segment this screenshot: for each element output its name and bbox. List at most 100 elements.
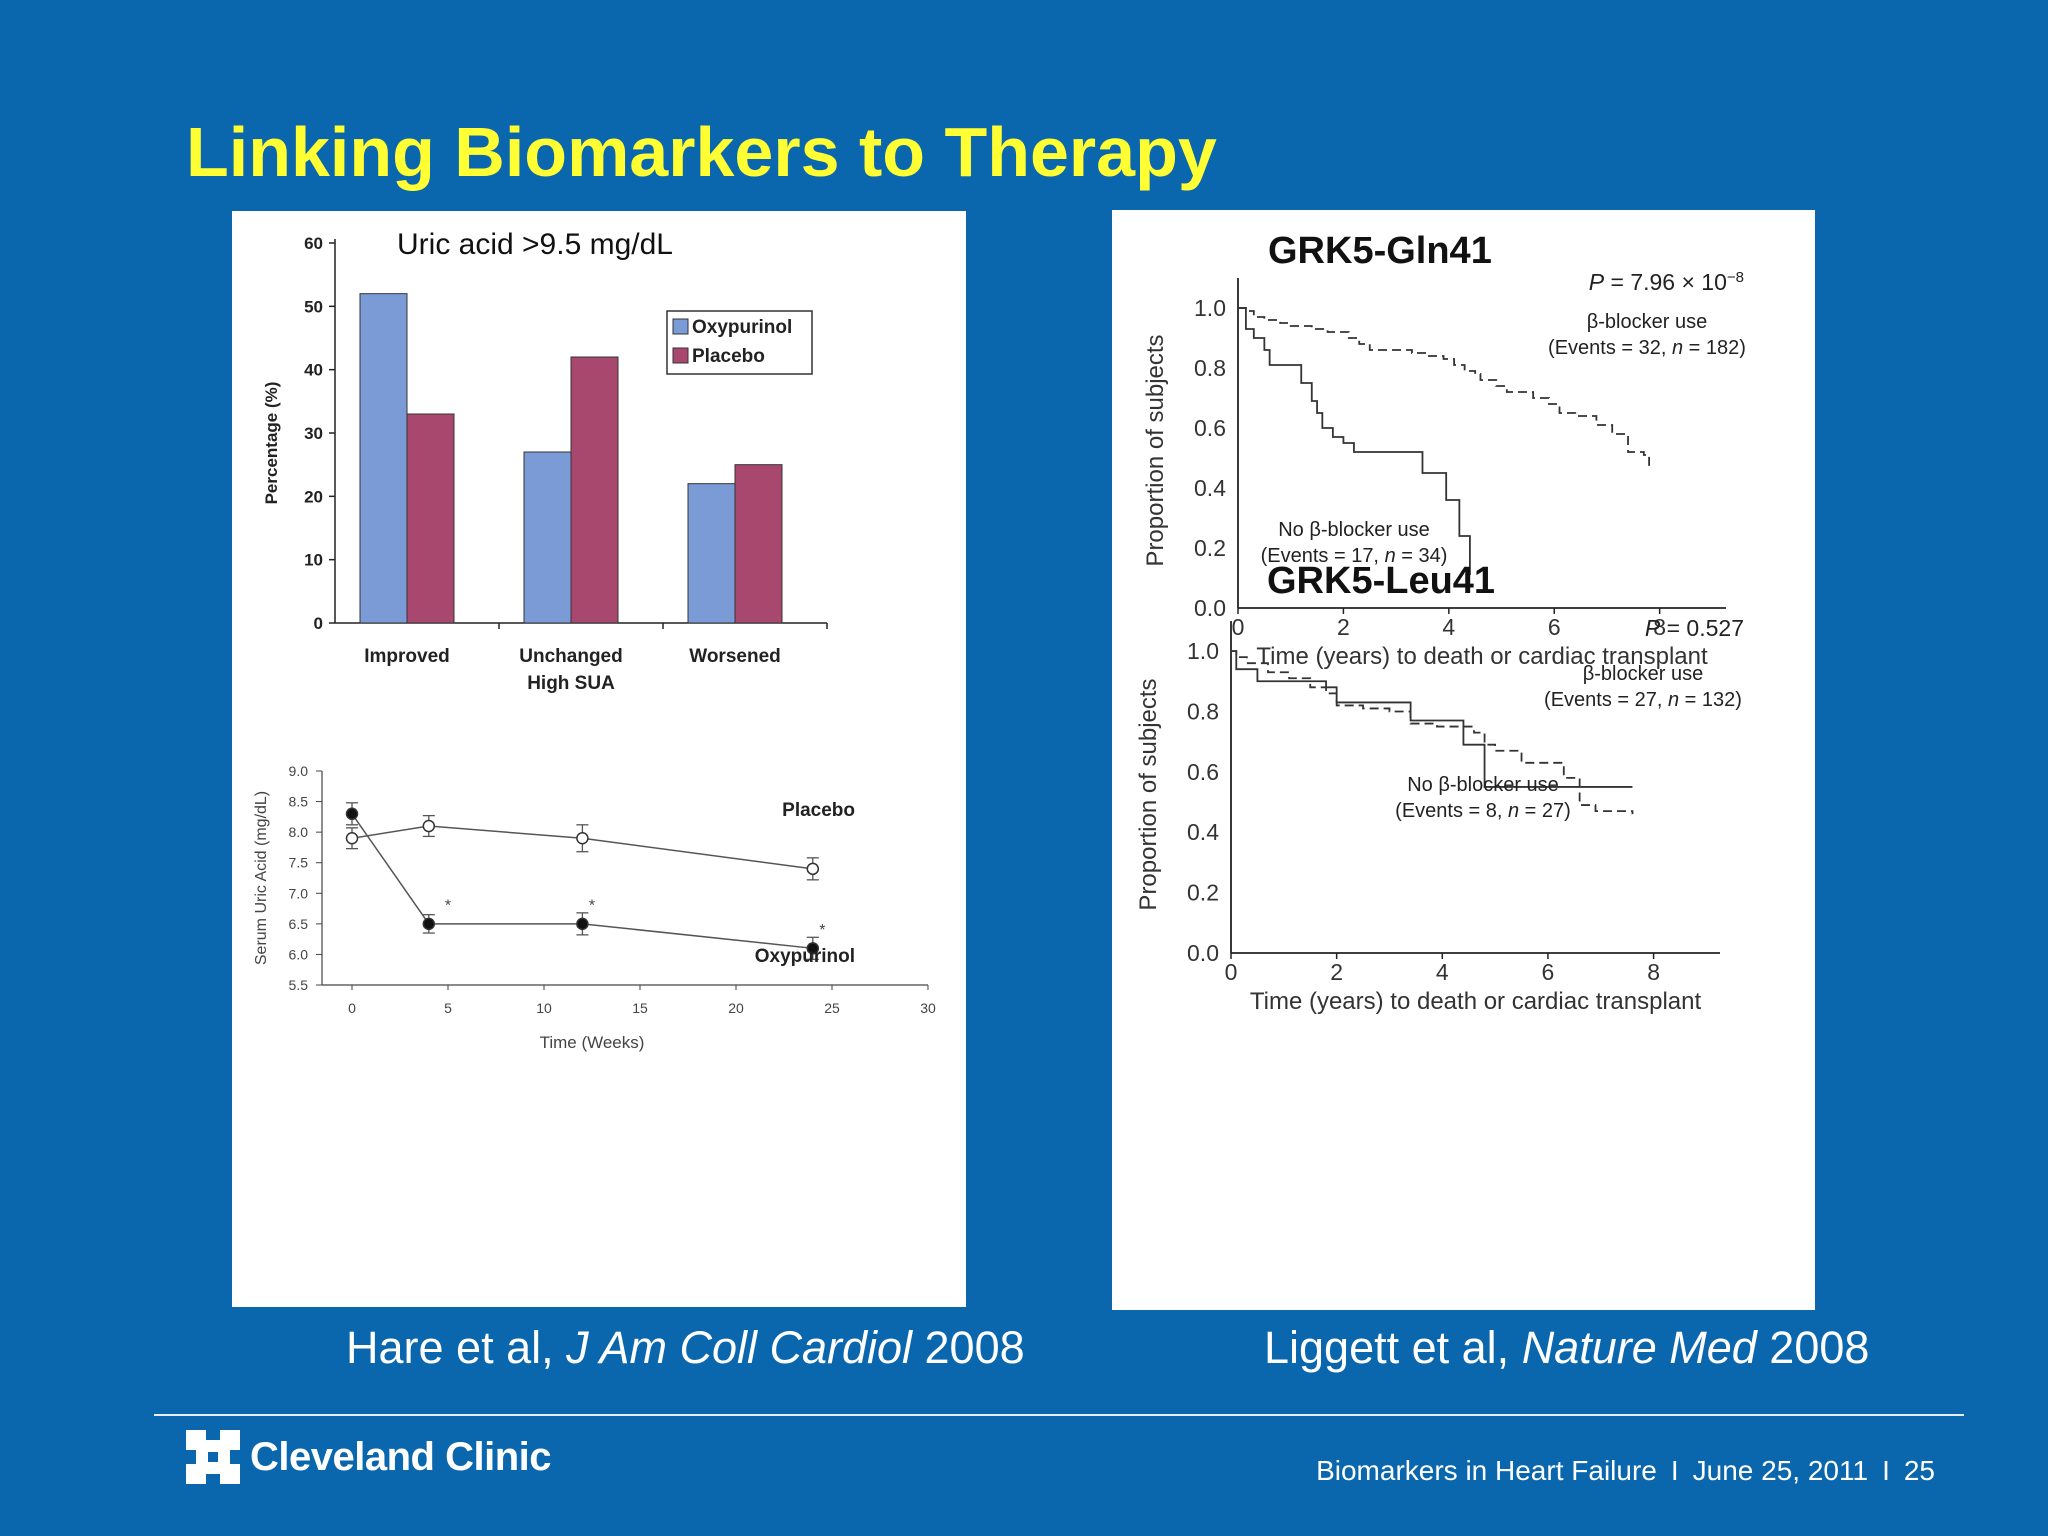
km-leu41-series-label: β-blocker use: [1583, 663, 1703, 685]
cleveland-clinic-cross-icon: [186, 1430, 240, 1484]
km-gln41-y-axis-label: Proportion of subjects: [1142, 334, 1169, 566]
km-gln41-y-tick-label: 0.0: [1194, 595, 1226, 621]
km-gln41-y-tick-label: 0.6: [1194, 415, 1226, 441]
bar-placebo-worsened: [734, 464, 783, 624]
km-gln41-series-no-bblocker: [1238, 307, 1471, 575]
bar-placebo-improved: [406, 413, 455, 624]
km-leu41-x-axis-label: Time (years) to death or cardiac transpl…: [1250, 988, 1702, 1015]
bar-y-tick-label: 60: [304, 234, 323, 253]
line-x-tick-label: 15: [632, 1000, 648, 1016]
km-gln41-title: GRK5-Gln41: [1268, 230, 1492, 272]
line-y-tick-label: 6.0: [289, 946, 309, 962]
bar-legend-swatch: [672, 347, 689, 364]
footer-separator: I: [1670, 1455, 1679, 1486]
line-series-label-placebo: Placebo: [782, 800, 855, 821]
bar-x-tick-label: Worsened: [689, 646, 781, 667]
footer-page-number: 25: [1903, 1455, 1935, 1486]
km-leu41-series-label: No β-blocker use: [1407, 774, 1559, 796]
line-point-oxypurinol: [576, 917, 589, 931]
bar-placebo-unchanged: [570, 356, 619, 624]
slide-title: Linking Biomarkers to Therapy: [186, 113, 1217, 191]
km-gln41-x-tick-label: 2: [1337, 614, 1350, 640]
bar-y-tick-label: 50: [304, 297, 323, 316]
km-leu41-x-tick-label: 8: [1647, 959, 1660, 985]
line-x-tick-label: 20: [728, 1000, 744, 1016]
km-leu41-y-axis-label: Proportion of subjects: [1135, 678, 1162, 910]
bar-y-tick-label: 30: [304, 424, 323, 443]
line-x-tick-label: 10: [536, 1000, 552, 1016]
bar-oxypurinol-improved: [359, 293, 408, 624]
km-gln41-y-tick-label: 0.4: [1194, 475, 1226, 501]
citation-right-authors: Liggett et al,: [1264, 1322, 1522, 1373]
bar-legend-label: Placebo: [692, 346, 765, 367]
km-gln41-y-tick-label: 1.0: [1194, 295, 1226, 321]
left-figure-svg: 0 10 20 30 40 50 60 Percentage (%) Uric acid >9.…: [253, 228, 936, 1052]
citation-left: Hare et al, J Am Coll Cardiol 2008: [346, 1322, 1025, 1374]
line-y-tick-label: 6.5: [289, 916, 309, 932]
km-gln41-y-tick-label: 0.8: [1194, 355, 1226, 381]
bar-y-tick-label: 10: [304, 551, 323, 570]
line-series-placebo: [351, 825, 813, 870]
left-figure-panel: 0 10 20 30 40 50 60 Percentage (%) Uric acid >9.…: [232, 211, 966, 1307]
citation-left-year: 2008: [912, 1322, 1025, 1373]
line-series-label-oxypurinol: Oxypurinol: [755, 946, 855, 967]
line-y-axis-label: Serum Uric Acid (mg/dL): [253, 791, 270, 965]
km-gln41-x-tick-label: 4: [1442, 614, 1455, 640]
bar-y-tick-label: 0: [314, 614, 323, 633]
km-leu41-y-tick-label: 1.0: [1187, 638, 1219, 664]
right-figure-svg: GRK5-Gln41 P = 7.96 × 10−8 0.0 0.2 0.4 0.6 0.8…: [1135, 230, 1746, 1015]
footer: Biomarkers in Heart Failure I June 25, 201…: [1316, 1455, 1935, 1487]
km-gln41-series-label: No β-blocker use: [1278, 519, 1430, 541]
bar-x-tick-label: Improved: [364, 646, 450, 667]
footer-date: June 25, 2011: [1692, 1455, 1869, 1486]
citation-left-journal: J Am Coll Cardiol: [566, 1322, 913, 1373]
line-point-placebo: [345, 832, 359, 845]
bar-y-tick-label: 40: [304, 361, 323, 380]
citation-left-authors: Hare et al,: [346, 1322, 567, 1373]
km-leu41-series-events: (Events = 8, n = 27): [1395, 800, 1571, 822]
km-gln41-series-events: (Events = 17, n = 34): [1261, 545, 1448, 567]
bar-x-axis-label: High SUA: [527, 673, 615, 694]
line-significance-marker: *: [589, 897, 595, 914]
km-gln41-p-value: P = 7.96 × 10−8: [1589, 269, 1744, 296]
line-significance-marker: *: [819, 922, 825, 939]
citation-right: Liggett et al, Nature Med 2008: [1264, 1322, 1869, 1374]
km-leu41-y-tick-label: 0.0: [1187, 940, 1219, 966]
line-x-tick-label: 5: [444, 1000, 452, 1016]
km-gln41-x-axis-label: Time (years) to death or cardiac transpl…: [1256, 643, 1708, 670]
km-leu41-p-value: P = 0.527: [1645, 615, 1744, 641]
km-gln41-y-tick-label: 0.2: [1194, 535, 1226, 561]
line-significance-marker: *: [445, 897, 451, 914]
line-y-tick-label: 7.0: [289, 885, 309, 901]
bar-y-tick-label: 20: [304, 487, 323, 506]
km-leu41-series-events: (Events = 27, n = 132): [1544, 689, 1742, 711]
km-leu41-y-tick-label: 0.6: [1187, 759, 1219, 785]
line-x-axis-label: Time (Weeks): [540, 1033, 645, 1052]
right-figure-panel: GRK5-Gln41 P = 7.96 × 10−8 0.0 0.2 0.4 0.6 0.8…: [1112, 210, 1815, 1310]
line-point-placebo: [422, 819, 436, 833]
bar-legend-box: [666, 310, 813, 375]
line-y-tick-label: 8.0: [289, 824, 309, 840]
km-leu41-y-tick-label: 0.4: [1187, 819, 1219, 845]
bar-y-axis-label: Percentage (%): [262, 382, 281, 505]
km-leu41-x-tick-label: 2: [1330, 959, 1343, 985]
km-gln41-x-tick-label: 8: [1653, 614, 1666, 640]
logo-text: Cleveland Clinic: [250, 1434, 551, 1479]
footer-divider: [154, 1414, 1964, 1416]
bar-x-tick-label: Unchanged: [519, 646, 622, 667]
line-point-placebo: [806, 862, 820, 876]
line-point-oxypurinol: [806, 942, 820, 955]
km-gln41-series-bblocker: [1238, 307, 1651, 467]
bar-chart-title: Uric acid >9.5 mg/dL: [397, 228, 673, 261]
bar-oxypurinol-unchanged: [523, 451, 572, 624]
bar-legend-label: Oxypurinol: [692, 317, 792, 338]
line-y-tick-label: 8.5: [289, 794, 309, 810]
km-leu41-x-tick-label: 4: [1436, 959, 1449, 985]
km-gln41-series-label: β-blocker use: [1587, 311, 1707, 333]
km-leu41-title: GRK5-Leu41: [1267, 560, 1495, 602]
line-x-tick-label: 30: [920, 1000, 936, 1016]
line-x-tick-label: 25: [824, 1000, 840, 1016]
line-point-oxypurinol: [345, 807, 359, 821]
km-leu41-y-tick-label: 0.2: [1187, 880, 1219, 906]
footer-topic: Biomarkers in Heart Failure: [1316, 1455, 1657, 1486]
